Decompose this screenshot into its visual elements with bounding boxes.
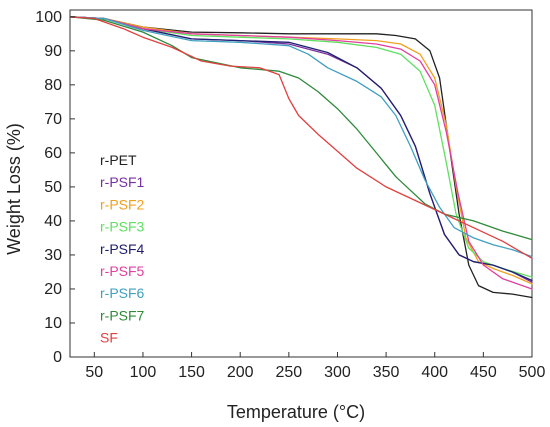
- legend-entry-r-psf1: r-PSF1: [100, 174, 145, 190]
- x-axis: 50 100 150 200 250 300 350 400 450 500: [85, 352, 545, 381]
- x-axis-title: Temperature (°C): [227, 402, 365, 422]
- y-tick-label: 30: [44, 247, 62, 264]
- x-tick-label: 50: [85, 364, 103, 381]
- legend-entry-r-psf4: r-PSF4: [100, 241, 145, 257]
- y-tick-label: 80: [44, 77, 62, 94]
- series-line-r-pet: [69, 16, 533, 299]
- x-tick-label: 300: [324, 364, 351, 381]
- x-tick-label: 350: [373, 364, 400, 381]
- legend-entry-r-pet: r-PET: [100, 152, 137, 168]
- x-tick-label: 200: [227, 364, 254, 381]
- series-line-r-psf6: [69, 16, 533, 258]
- y-axis-title: Weight Loss (%): [4, 123, 24, 255]
- series-line-sf: [69, 16, 533, 259]
- y-tick-label: 10: [44, 315, 62, 332]
- y-tick-label: 0: [53, 349, 62, 366]
- y-tick-label: 100: [35, 9, 62, 26]
- y-tick-label: 40: [44, 213, 62, 230]
- x-tick-label: 150: [178, 364, 205, 381]
- series-line-r-psf4: [69, 16, 533, 282]
- x-tick-label: 400: [421, 364, 448, 381]
- series-layer: [69, 16, 533, 299]
- y-tick-label: 50: [44, 179, 62, 196]
- y-tick-label: 60: [44, 145, 62, 162]
- x-tick-label: 500: [519, 364, 546, 381]
- legend-entry-r-psf2: r-PSF2: [100, 196, 145, 212]
- y-tick-label: 90: [44, 43, 62, 60]
- y-axis: 0 10 20 30 40 50 60 70 80 90 100: [35, 9, 75, 366]
- legend: r-PET r-PSF1 r-PSF2 r-PSF3 r-PSF4 r-PSF5 r-PSF…: [100, 152, 145, 346]
- series-line-r-psf5: [69, 16, 533, 290]
- y-tick-label: 70: [44, 111, 62, 128]
- legend-entry-r-psf3: r-PSF3: [100, 219, 145, 235]
- x-tick-label: 450: [470, 364, 497, 381]
- series-line-r-psf3: [69, 16, 533, 278]
- legend-entry-sf: SF: [100, 330, 118, 346]
- plot-frame: [69, 9, 533, 358]
- legend-entry-r-psf6: r-PSF6: [100, 285, 145, 301]
- y-tick-label: 20: [44, 281, 62, 298]
- legend-entry-r-psf5: r-PSF5: [100, 263, 145, 279]
- x-tick-label: 100: [130, 364, 157, 381]
- x-tick-label: 250: [275, 364, 302, 381]
- legend-entry-r-psf7: r-PSF7: [100, 307, 145, 323]
- plot-area: 50 100 150 200 250 300 350 400 450 500 0 10 20 30 40 5…: [35, 9, 545, 381]
